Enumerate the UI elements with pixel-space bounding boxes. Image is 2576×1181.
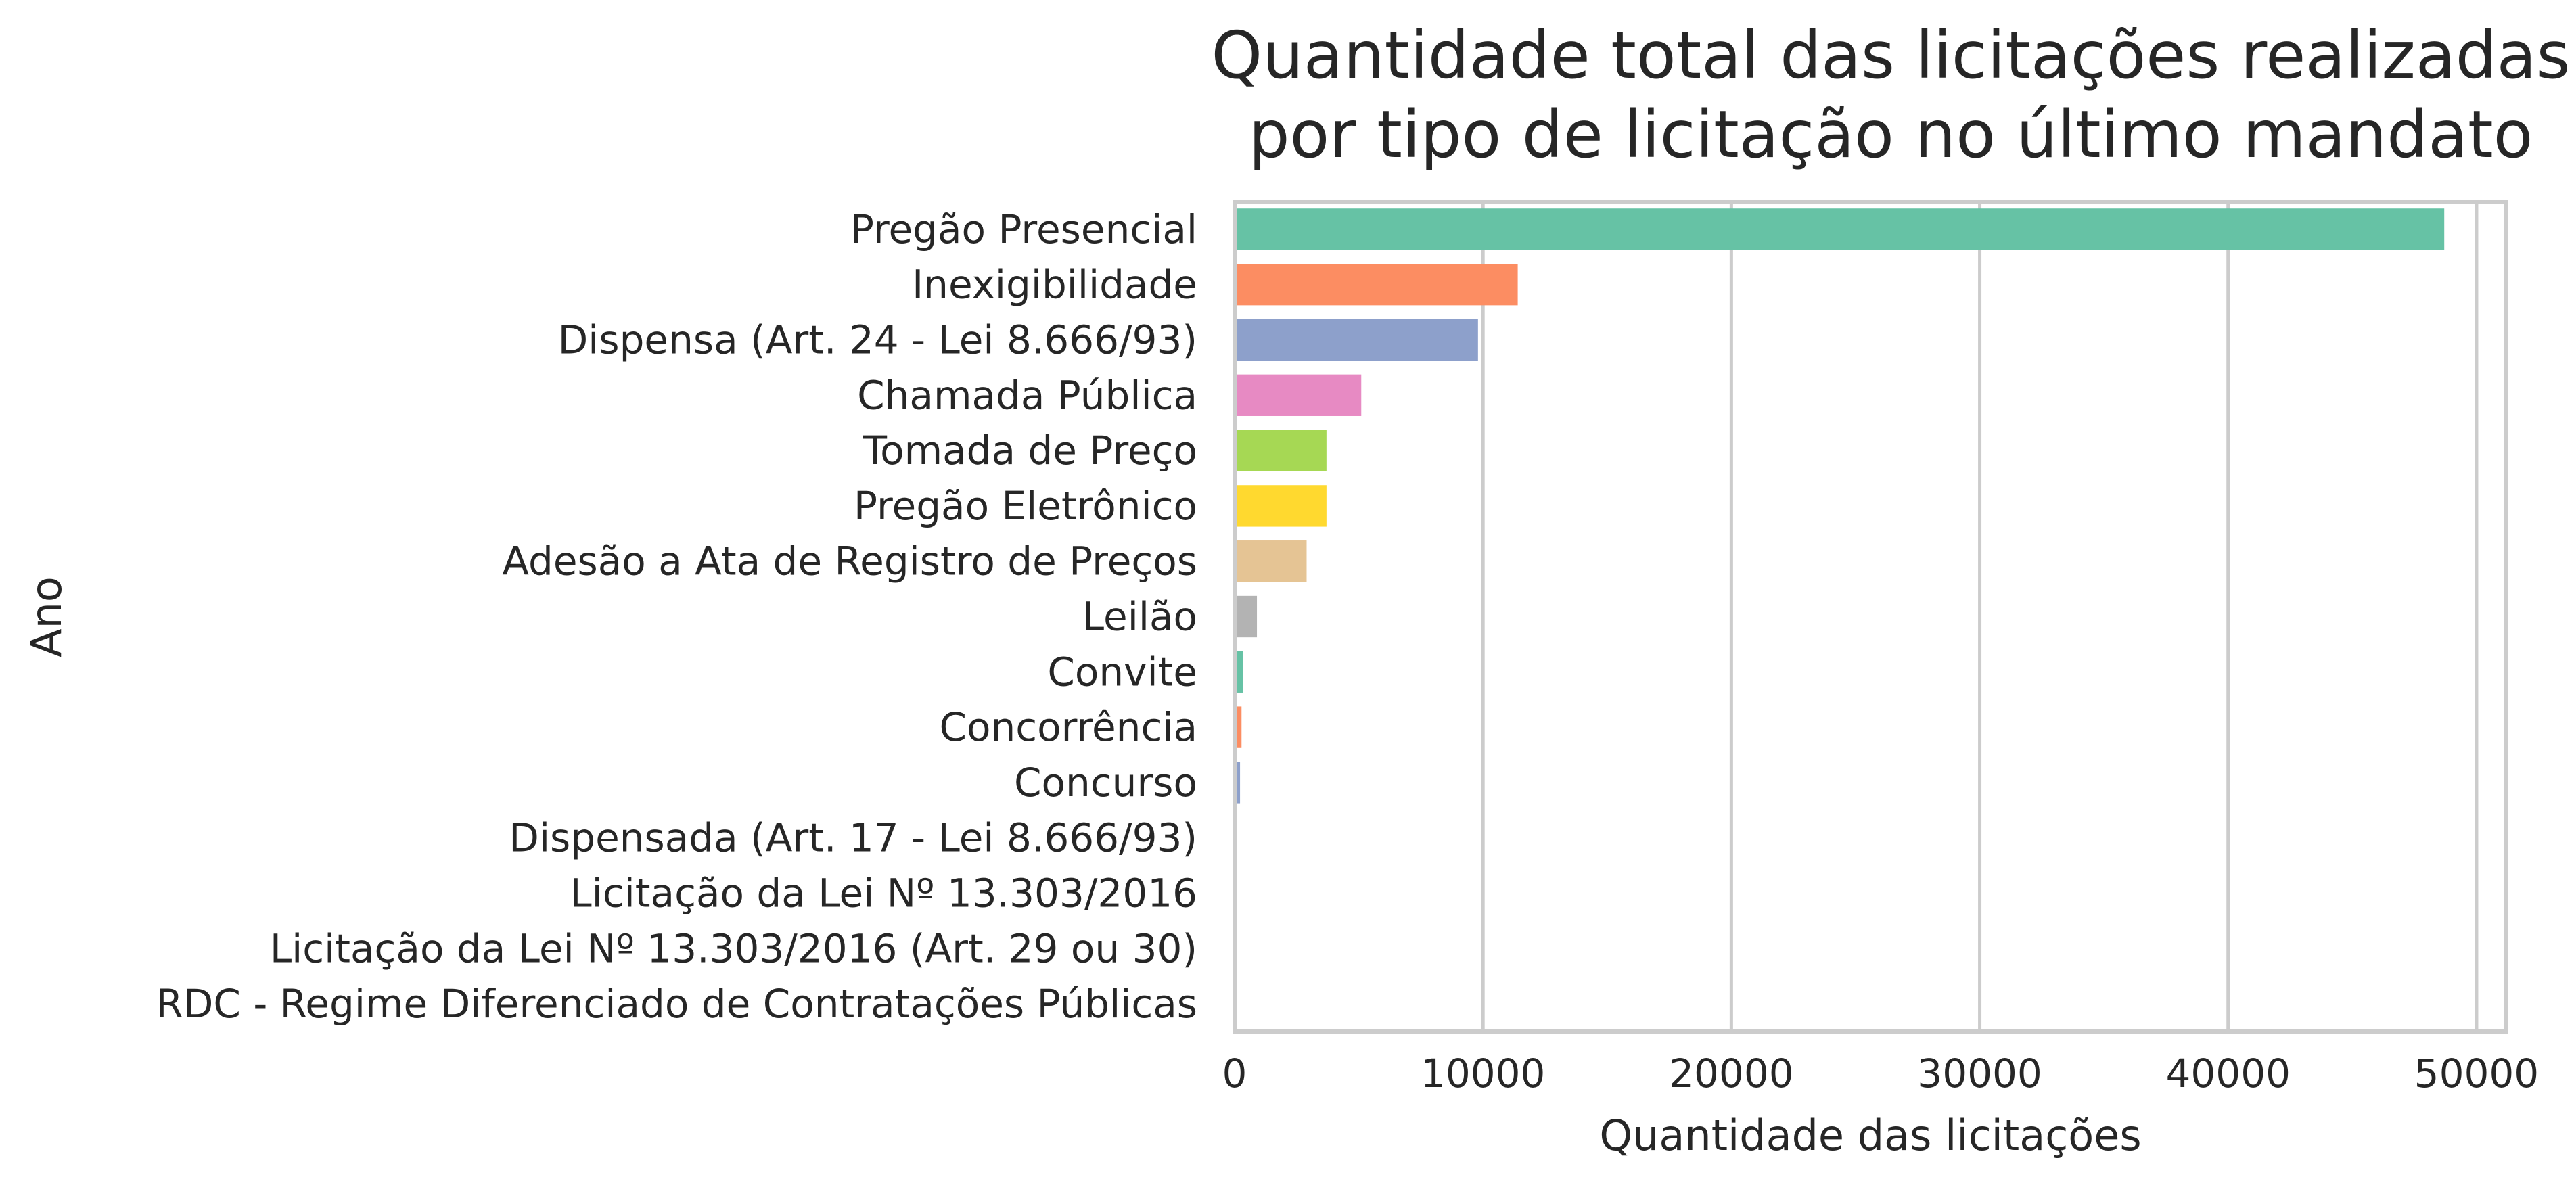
x-tick-label: 30000 <box>1917 1050 2042 1096</box>
y-category-label: Licitação da Lei Nº 13.303/2016 (Art. 29… <box>270 925 1197 971</box>
bar <box>1235 706 1242 748</box>
y-category-label: Dispensa (Art. 24 - Lei 8.666/93) <box>558 317 1197 363</box>
bar <box>1235 595 1258 638</box>
y-category-label: Licitação da Lei Nº 13.303/2016 <box>570 871 1197 917</box>
plot-frame <box>1233 200 2508 1034</box>
bar <box>1235 540 1307 582</box>
y-category-label: Inexigibilidade <box>912 262 1197 308</box>
bar <box>1235 651 1243 693</box>
y-category-labels: Pregão Presencial Inexigibilidade Dispensa… <box>156 206 1197 1027</box>
x-tick-label: 40000 <box>2165 1050 2291 1096</box>
y-category-label: Adesão a Ata de Registro de Preços <box>502 538 1197 584</box>
y-category-label: Chamada Pública <box>857 372 1197 418</box>
y-category-label: Concorrência <box>939 704 1197 750</box>
chart-title-line-2: por tipo de licitação no último mandato <box>1249 97 2533 172</box>
bar <box>1235 319 1478 361</box>
y-category-label: Dispensada (Art. 17 - Lei 8.666/93) <box>509 815 1197 861</box>
y-axis-label: Ano <box>22 576 71 657</box>
chart-title-line-1: Quantidade total das licitações realizad… <box>1212 18 2571 93</box>
x-tick-label: 10000 <box>1421 1050 1546 1096</box>
y-category-label: Concurso <box>1014 760 1197 806</box>
y-category-label: Pregão Eletrônico <box>854 483 1197 529</box>
y-category-label: RDC - Regime Diferenciado de Contrataçõe… <box>156 981 1197 1027</box>
y-category-label: Leilão <box>1082 594 1197 640</box>
bar <box>1235 430 1327 471</box>
x-axis-label: Quantidade das licitações <box>1599 1111 2141 1160</box>
y-category-label: Pregão Presencial <box>850 206 1197 252</box>
bar <box>1235 208 2445 250</box>
bars <box>1235 208 2445 804</box>
y-category-label: Tomada de Preço <box>862 427 1197 473</box>
axes-frame <box>1233 200 2508 1034</box>
chart-title: Quantidade total das licitações realizad… <box>1212 18 2571 172</box>
x-tick-label: 50000 <box>2414 1050 2539 1096</box>
bar <box>1235 485 1327 527</box>
x-tick-labels: 0 10000 20000 30000 40000 50000 <box>1222 1050 2539 1096</box>
bar <box>1235 762 1241 804</box>
x-tick-label: 20000 <box>1669 1050 1794 1096</box>
y-category-label: Convite <box>1047 649 1197 695</box>
bar <box>1235 264 1518 306</box>
x-tick-label: 0 <box>1222 1050 1247 1096</box>
bar <box>1235 374 1362 416</box>
